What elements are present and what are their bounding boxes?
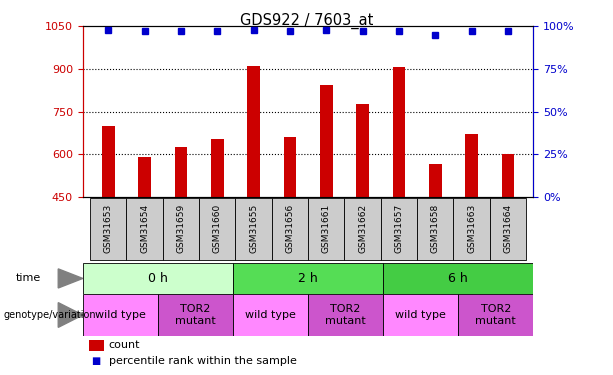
Text: GSM31664: GSM31664 (503, 204, 512, 254)
Bar (429, 164, 441, 197)
Bar (356, 105, 369, 197)
Text: GSM31656: GSM31656 (286, 204, 294, 254)
Text: GSM31657: GSM31657 (394, 204, 403, 254)
Bar (83, 262, 233, 294)
FancyBboxPatch shape (381, 198, 417, 260)
FancyBboxPatch shape (90, 198, 126, 260)
Text: TOR2
mutant: TOR2 mutant (476, 304, 516, 326)
Text: GSM31653: GSM31653 (104, 204, 113, 254)
Bar (458, 294, 533, 336)
Text: genotype/variation: genotype/variation (3, 310, 96, 320)
Bar (383, 294, 458, 336)
Text: GSM31662: GSM31662 (358, 204, 367, 254)
Polygon shape (58, 269, 83, 288)
Text: wild type: wild type (95, 310, 146, 320)
Bar (211, 139, 224, 197)
FancyBboxPatch shape (235, 198, 272, 260)
Text: GSM31654: GSM31654 (140, 204, 149, 254)
Bar (465, 134, 478, 197)
Text: GSM31659: GSM31659 (177, 204, 185, 254)
Text: 0 h: 0 h (148, 272, 168, 285)
Text: TOR2
mutant: TOR2 mutant (326, 304, 366, 326)
Text: 6 h: 6 h (448, 272, 468, 285)
Bar (501, 154, 514, 197)
FancyBboxPatch shape (272, 198, 308, 260)
Text: TOR2
mutant: TOR2 mutant (175, 304, 216, 326)
Text: GSM31663: GSM31663 (467, 204, 476, 254)
FancyBboxPatch shape (308, 198, 345, 260)
Bar (102, 126, 115, 197)
FancyBboxPatch shape (126, 198, 162, 260)
Text: wild type: wild type (395, 310, 446, 320)
Text: time: time (15, 273, 40, 284)
FancyBboxPatch shape (345, 198, 381, 260)
Bar (383, 262, 533, 294)
Text: 2 h: 2 h (298, 272, 318, 285)
Bar (320, 84, 333, 197)
Bar (138, 157, 151, 197)
Polygon shape (58, 303, 83, 327)
FancyBboxPatch shape (417, 198, 453, 260)
Text: GDS922 / 7603_at: GDS922 / 7603_at (240, 13, 373, 29)
Bar (233, 294, 308, 336)
Text: count: count (109, 340, 140, 350)
Bar (233, 262, 383, 294)
Text: ■: ■ (91, 356, 101, 366)
Bar (247, 66, 260, 197)
Text: percentile rank within the sample: percentile rank within the sample (109, 356, 296, 366)
Bar (175, 147, 187, 197)
Text: GSM31655: GSM31655 (249, 204, 258, 254)
FancyBboxPatch shape (163, 198, 199, 260)
Text: wild type: wild type (245, 310, 296, 320)
Text: GSM31660: GSM31660 (213, 204, 222, 254)
Bar (308, 294, 383, 336)
Bar (83, 294, 158, 336)
Bar (283, 137, 296, 197)
FancyBboxPatch shape (454, 198, 490, 260)
Bar (158, 294, 233, 336)
Text: GSM31661: GSM31661 (322, 204, 330, 254)
FancyBboxPatch shape (490, 198, 526, 260)
Bar (392, 68, 405, 197)
Text: GSM31658: GSM31658 (431, 204, 440, 254)
FancyBboxPatch shape (199, 198, 235, 260)
